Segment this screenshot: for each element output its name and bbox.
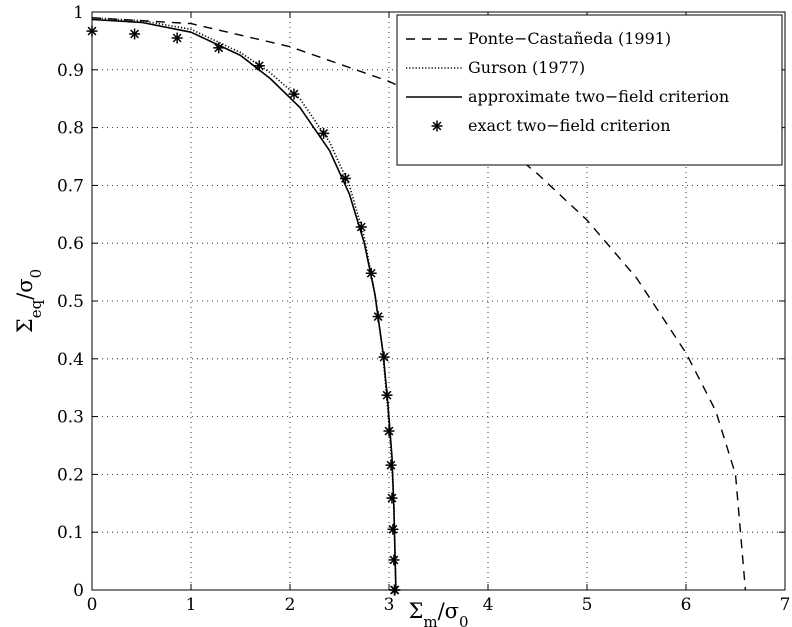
data-point	[171, 32, 183, 44]
x-tick-label: 6	[681, 595, 692, 615]
y-tick-label: 0.1	[57, 523, 84, 543]
data-point	[378, 351, 390, 363]
y-tick-label: 0.8	[57, 119, 84, 139]
series-line-2	[91, 18, 397, 591]
y-axis-label: Σeq/σ0	[13, 269, 45, 333]
y-tick-label: 1	[73, 3, 84, 23]
series-layer	[86, 17, 747, 596]
data-point	[383, 425, 395, 437]
x-axis-label: Σm/σ0	[408, 599, 468, 627]
data-point	[381, 389, 393, 401]
data-point	[318, 127, 330, 139]
legend-label: approximate two−field criterion	[468, 87, 729, 106]
x-tick-label: 7	[780, 595, 791, 615]
legend-box	[396, 14, 783, 166]
legend-marker	[431, 120, 443, 132]
x-tick-label: 2	[285, 595, 296, 615]
data-point	[355, 221, 367, 233]
data-point	[213, 42, 225, 54]
data-point	[253, 60, 265, 72]
y-tick-label: 0.2	[57, 465, 84, 485]
y-tick-label: 0	[73, 581, 84, 601]
y-tick-label: 0.5	[57, 292, 84, 312]
y-tick-label: 0.4	[57, 350, 84, 370]
tick-labels: 0 1 2 3 4 5 6 7 0 0.1 0.2 0.3 0.4 0.5 0.6 0.7 0.8 0.9 1	[57, 3, 790, 615]
data-point	[288, 88, 300, 100]
data-point	[372, 311, 384, 323]
legend-entry: Ponte−Castañeda (1991)	[406, 29, 671, 48]
legend-entry: Gurson (1977)	[406, 58, 585, 77]
y-tick-label: 0.6	[57, 234, 84, 254]
x-tick-label: 3	[384, 595, 395, 615]
y-tick-label: 0.9	[57, 61, 84, 81]
data-point	[339, 172, 351, 184]
data-point	[365, 267, 377, 279]
data-point	[386, 492, 398, 504]
legend-label: Ponte−Castañeda (1991)	[468, 29, 671, 48]
legend: Ponte−Castañeda (1991) Gurson (1977) appro…	[396, 14, 783, 166]
x-tick-label: 5	[582, 595, 593, 615]
data-point	[388, 554, 400, 566]
legend-label: exact two−field criterion	[468, 116, 671, 135]
series-exact-markers	[86, 25, 401, 596]
y-tick-label: 0.7	[57, 176, 84, 196]
y-tick-label: 0.3	[57, 408, 84, 428]
x-tick-label: 1	[186, 595, 197, 615]
x-tick-label: 4	[483, 595, 494, 615]
x-tick-label: 0	[87, 595, 98, 615]
legend-label: Gurson (1977)	[468, 58, 585, 77]
series-line-1	[91, 17, 397, 591]
legend-entry: exact two−field criterion	[431, 116, 671, 135]
series-line-0	[91, 17, 747, 591]
legend-entry: approximate two−field criterion	[406, 87, 729, 106]
data-point	[387, 523, 399, 535]
grid	[92, 12, 785, 590]
data-point	[129, 28, 141, 40]
data-point	[385, 459, 397, 471]
